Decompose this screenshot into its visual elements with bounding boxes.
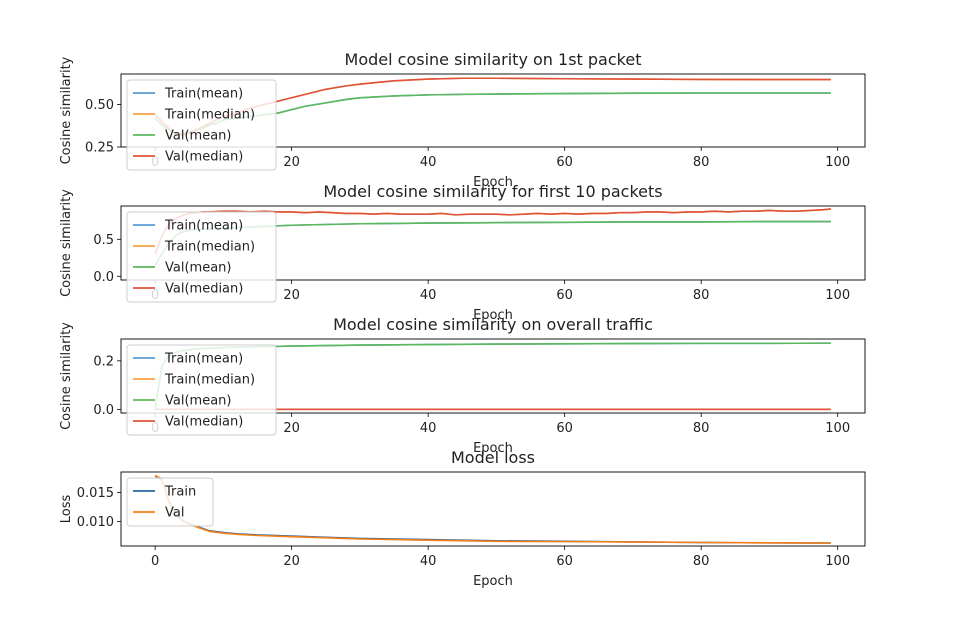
x-tick-label: 20 — [283, 155, 300, 170]
legend-entry: Train — [164, 485, 196, 500]
axes-frame — [120, 205, 866, 281]
y-tick-label: 0.5 — [93, 233, 114, 248]
x-tick-label: 40 — [420, 421, 437, 436]
x-tick-label: 20 — [283, 421, 300, 436]
x-tick-label: 80 — [693, 421, 710, 436]
x-tick-label: 100 — [825, 155, 850, 170]
legend-entry: Val(mean) — [165, 394, 231, 409]
y-tick-label: 0.2 — [93, 354, 114, 369]
x-tick-label: 60 — [556, 155, 573, 170]
legend-entry: Val — [165, 506, 184, 521]
x-tick-label: 40 — [420, 288, 437, 303]
series-line-1-3 — [154, 208, 831, 255]
y-axis-label: Cosine similarity — [59, 56, 74, 164]
x-tick-label: 80 — [693, 288, 710, 303]
x-axis-label: Epoch — [473, 308, 513, 323]
x-axis-label: Epoch — [473, 574, 513, 589]
legend-box — [126, 79, 277, 171]
chart-title: Model cosine similarity on overall traff… — [333, 315, 653, 334]
axes-frame — [120, 338, 866, 414]
y-tick-label: 0.25 — [85, 141, 114, 156]
y-tick-label: 0.0 — [93, 403, 114, 418]
legend-entry: Val(median) — [165, 415, 243, 430]
x-tick-label: 100 — [825, 554, 850, 569]
y-tick-label: 0.0 — [93, 270, 114, 285]
x-axis-label: Epoch — [473, 441, 513, 456]
x-tick-label: 80 — [693, 155, 710, 170]
x-tick-label: 100 — [825, 288, 850, 303]
y-axis-label: Cosine similarity — [59, 189, 74, 297]
legend-entry: Train(median) — [164, 108, 255, 123]
y-tick-label: 0.50 — [85, 98, 114, 113]
x-tick-label: 0 — [151, 554, 159, 569]
y-axis-label: Cosine similarity — [59, 322, 74, 430]
x-tick-label: 20 — [283, 554, 300, 569]
legend-box — [126, 211, 277, 303]
legend-entry: Train(mean) — [164, 87, 243, 102]
chart-title: Model cosine similarity for first 10 pac… — [323, 182, 662, 201]
y-axis-label: Loss — [59, 495, 74, 524]
x-tick-label: 60 — [556, 288, 573, 303]
y-tick-label: 0.015 — [77, 486, 114, 501]
x-axis-label: Epoch — [473, 175, 513, 190]
axes-frame — [120, 73, 866, 148]
legend-entry: Val(median) — [165, 282, 243, 297]
chart-title: Model cosine similarity on 1st packet — [345, 50, 642, 69]
x-tick-label: 80 — [693, 554, 710, 569]
axes-frame — [120, 471, 866, 547]
chart-panel-3: 0 20 40 60 80 100 0.010 0.015 Model loss Epoch Los… — [59, 448, 866, 589]
x-tick-label: 20 — [283, 288, 300, 303]
legend-entry: Train(mean) — [164, 352, 243, 367]
legend-entry: Train(mean) — [164, 219, 243, 234]
x-tick-label: 40 — [420, 554, 437, 569]
legend-box — [126, 477, 214, 527]
x-tick-label: 60 — [556, 554, 573, 569]
x-tick-label: 40 — [420, 155, 437, 170]
legend-entry: Val(mean) — [165, 129, 231, 144]
legend-entry: Train(median) — [164, 240, 255, 255]
legend-entry: Val(median) — [165, 150, 243, 165]
legend-box — [126, 344, 277, 436]
legend-entry: Train(median) — [164, 373, 255, 388]
x-tick-label: 100 — [825, 421, 850, 436]
x-tick-label: 60 — [556, 421, 573, 436]
chart-title: Model loss — [451, 448, 535, 467]
legend-entry: Val(mean) — [165, 261, 231, 276]
y-tick-label: 0.010 — [77, 515, 114, 530]
